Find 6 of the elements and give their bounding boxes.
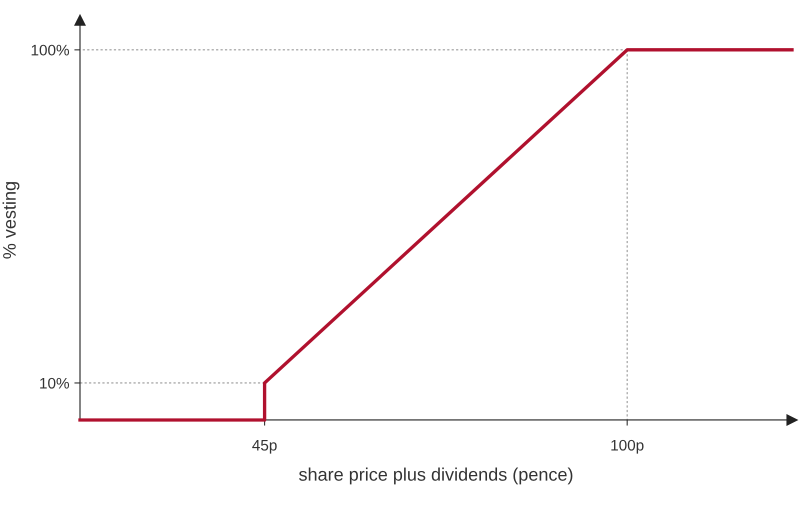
x-tick-label: 100p [611,440,644,454]
y-tick-label: 100% [32,44,70,56]
y-tick-label: 10% [40,378,70,389]
y-axis-title: % vesting [2,182,20,259]
x-tick-label: 45p [252,440,277,454]
x-axis-title: share price plus dividends (pence) [299,468,572,484]
